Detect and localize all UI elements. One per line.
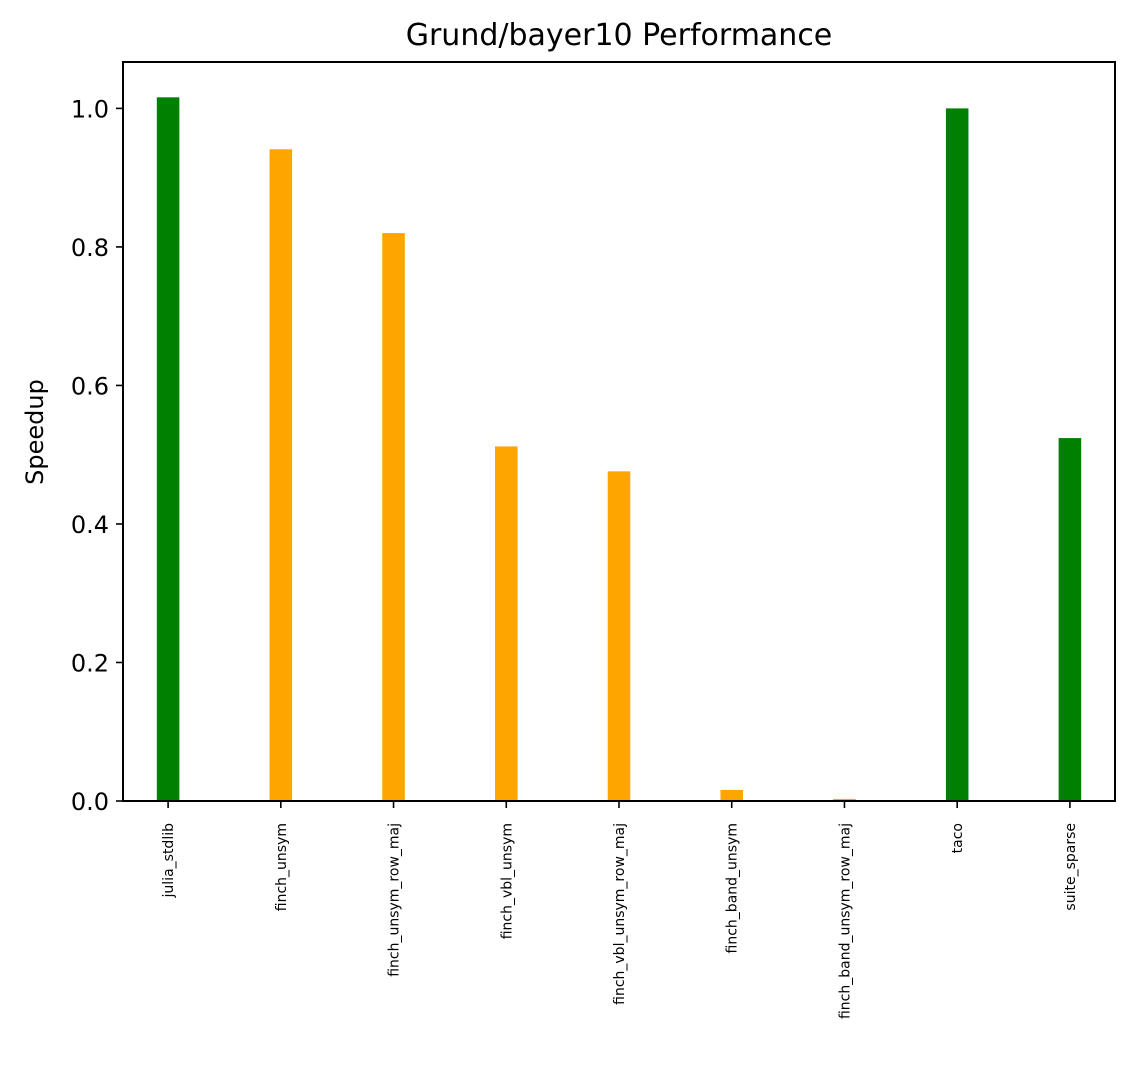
y-tick-label: 0.8: [71, 234, 109, 262]
bar-finch-band-unsym-row-maj: [833, 798, 856, 801]
y-tick-label: 0.4: [71, 511, 109, 539]
plot-area-frame: [122, 61, 1116, 802]
y-tick-label: 0.6: [71, 372, 109, 400]
bar-suite-sparse: [1058, 438, 1082, 801]
chart-title: Grund/bayer10 Performance: [406, 18, 833, 53]
bar-finch-vbl-unsym-row-maj: [607, 471, 631, 801]
y-tick-label: 1.0: [71, 95, 109, 123]
bar-finch-vbl-unsym: [495, 446, 518, 801]
y-tick-label: 0.2: [71, 649, 109, 677]
x-tick-label: finch_band_unsym: [725, 823, 741, 953]
y-axis-ticks: 0.0 0.2 0.4 0.6 0.8 1.0: [71, 95, 123, 816]
bar-finch-unsym: [269, 149, 293, 801]
bar-taco: [945, 108, 969, 801]
x-tick-label: julia_stdlib: [161, 823, 177, 899]
x-tick-label: finch_band_unsym_row_maj: [837, 823, 853, 1019]
x-tick-label: finch_vbl_unsym: [499, 823, 515, 939]
bar-finch-band-unsym: [720, 789, 743, 801]
y-axis-label: Speedup: [21, 379, 49, 485]
x-tick-label: taco: [950, 823, 966, 853]
bars-group: [156, 97, 1082, 801]
x-tick-label: finch_vbl_unsym_row_maj: [612, 823, 628, 1005]
x-tick-label: finch_unsym: [274, 823, 290, 911]
x-tick-label: finch_unsym_row_maj: [387, 823, 403, 977]
y-tick-label: 0.0: [71, 788, 109, 816]
x-tick-label: suite_sparse: [1063, 823, 1079, 911]
x-axis-ticks: julia_stdlib finch_unsym finch_unsym_row_m…: [161, 801, 1079, 1019]
bar-julia-stdlib: [156, 97, 180, 801]
bar-finch-unsym-row-maj: [382, 233, 405, 801]
